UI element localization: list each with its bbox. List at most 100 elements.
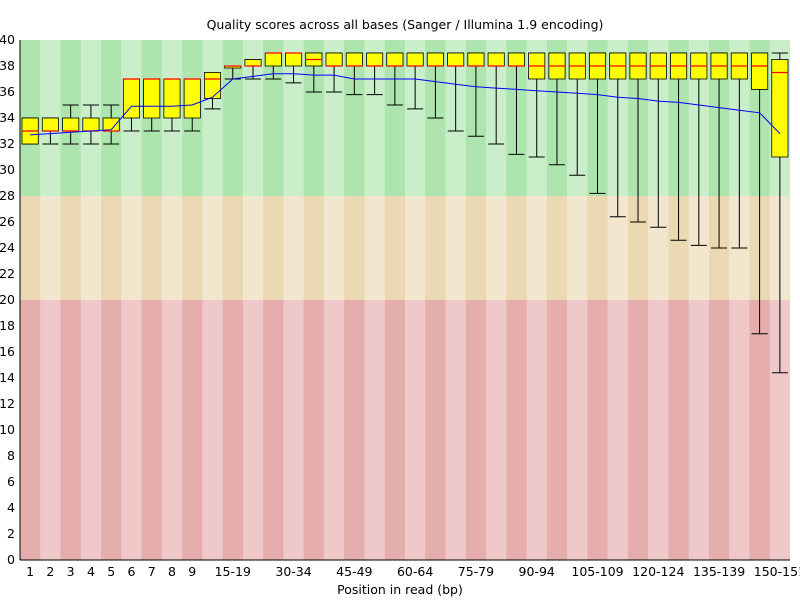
y-tick-label: 18 [0, 318, 15, 333]
y-tick-label: 20 [0, 292, 15, 307]
y-tick-label: 26 [0, 214, 15, 229]
x-tick-label: 3 [67, 564, 75, 579]
interquartile-box [264, 52, 282, 67]
box-4 [82, 104, 100, 145]
box-80-84 [487, 52, 505, 145]
box-30-34 [285, 52, 303, 84]
box-8 [163, 78, 181, 132]
x-tick-label: 8 [168, 564, 176, 579]
box-35-39 [305, 52, 323, 93]
position-stripe-7 [161, 40, 183, 560]
x-tick-label: 60-64 [397, 564, 433, 579]
y-tick-label: 30 [0, 162, 15, 177]
box-125-129 [670, 52, 688, 241]
interquartile-box [325, 52, 343, 67]
interquartile-box [41, 117, 59, 132]
box-65-69 [426, 52, 444, 119]
box-110-114 [609, 52, 627, 218]
position-stripes [40, 40, 790, 560]
interquartile-box [447, 52, 465, 67]
x-tick-label: 150-151 [754, 564, 800, 579]
position-stripe-15 [323, 40, 345, 560]
chart-title: Quality scores across all bases (Sanger … [207, 17, 604, 32]
position-stripe-33 [688, 40, 709, 560]
interquartile-box [406, 52, 424, 67]
box-15-19 [224, 65, 242, 80]
x-tick-label: 75-79 [458, 564, 494, 579]
y-tick-label: 16 [0, 344, 15, 359]
position-stripe-23 [486, 40, 507, 560]
quality-band-1 [20, 196, 790, 300]
interquartile-box [183, 78, 201, 119]
y-tick-label: 24 [0, 240, 15, 255]
box-50-54 [366, 52, 384, 96]
x-tick-label: 7 [148, 564, 156, 579]
interquartile-box [426, 52, 444, 67]
box-100-104 [568, 52, 586, 176]
x-tick-label: 120-124 [632, 564, 684, 579]
box-90-94 [528, 52, 546, 158]
position-stripe-35 [729, 40, 750, 560]
box-105-109 [588, 52, 607, 194]
box-6 [122, 78, 140, 132]
x-tick-label: 5 [107, 564, 115, 579]
interquartile-box [163, 78, 181, 119]
box-9 [183, 78, 201, 132]
box-55-59 [386, 52, 404, 106]
interquartile-box [244, 59, 262, 67]
y-tick-label: 28 [0, 188, 15, 203]
position-stripe-25 [526, 40, 547, 560]
x-tick-label: 9 [188, 564, 196, 579]
interquartile-box [507, 52, 525, 67]
box-140-144 [730, 52, 748, 249]
y-tick-label: 2 [7, 526, 15, 541]
y-tick-label: 4 [7, 500, 15, 515]
mean-line-layer [30, 73, 781, 136]
y-tick-label: 38 [0, 58, 15, 73]
x-axis-label: Position in read (bp) [337, 582, 463, 597]
x-tick-label: 1 [26, 564, 34, 579]
box-120-124 [649, 52, 667, 228]
x-tick-labels: 1 2 3 4 5 6 7 8 9 15-19 30-34 45-49 60-64 75-79 90-94 1… [26, 564, 800, 579]
box-3 [62, 104, 80, 145]
boxes-layer [21, 52, 789, 374]
box-1 [21, 117, 39, 145]
quality-band-2 [20, 300, 790, 560]
y-tick-label: 6 [7, 474, 15, 489]
x-tick-label: 30-34 [275, 564, 311, 579]
x-tick-label: 4 [87, 564, 95, 579]
position-stripe-17 [364, 40, 385, 560]
interquartile-box [203, 72, 222, 99]
position-stripe-11 [242, 40, 264, 560]
position-stripe-1 [40, 40, 61, 560]
position-stripe-19 [405, 40, 426, 560]
interquartile-box [82, 117, 100, 132]
interquartile-box [751, 52, 769, 90]
interquartile-box [285, 52, 303, 67]
position-stripe-29 [607, 40, 628, 560]
box-7 [143, 78, 161, 132]
y-tick-label: 32 [0, 136, 15, 151]
y-tick-label: 14 [0, 370, 15, 385]
interquartile-box [487, 52, 505, 67]
x-tick-label: 90-94 [519, 564, 555, 579]
y-tick-label: 0 [7, 552, 15, 567]
position-stripe-5 [121, 40, 142, 560]
interquartile-box [62, 117, 80, 132]
box-145-149 [751, 52, 769, 335]
y-tick-label: 34 [0, 110, 15, 125]
box-70-74 [447, 52, 465, 132]
box-85-89 [507, 52, 525, 155]
y-tick-label: 36 [0, 84, 15, 99]
box-130-134 [690, 52, 708, 246]
box-60-64 [406, 52, 424, 110]
position-stripe-31 [648, 40, 669, 560]
interquartile-box [386, 52, 404, 67]
x-tick-label: 105-109 [571, 564, 623, 579]
interquartile-box [366, 52, 384, 67]
y-tick-label: 8 [7, 448, 15, 463]
box-115-119 [629, 52, 647, 223]
mean-line [30, 73, 781, 136]
